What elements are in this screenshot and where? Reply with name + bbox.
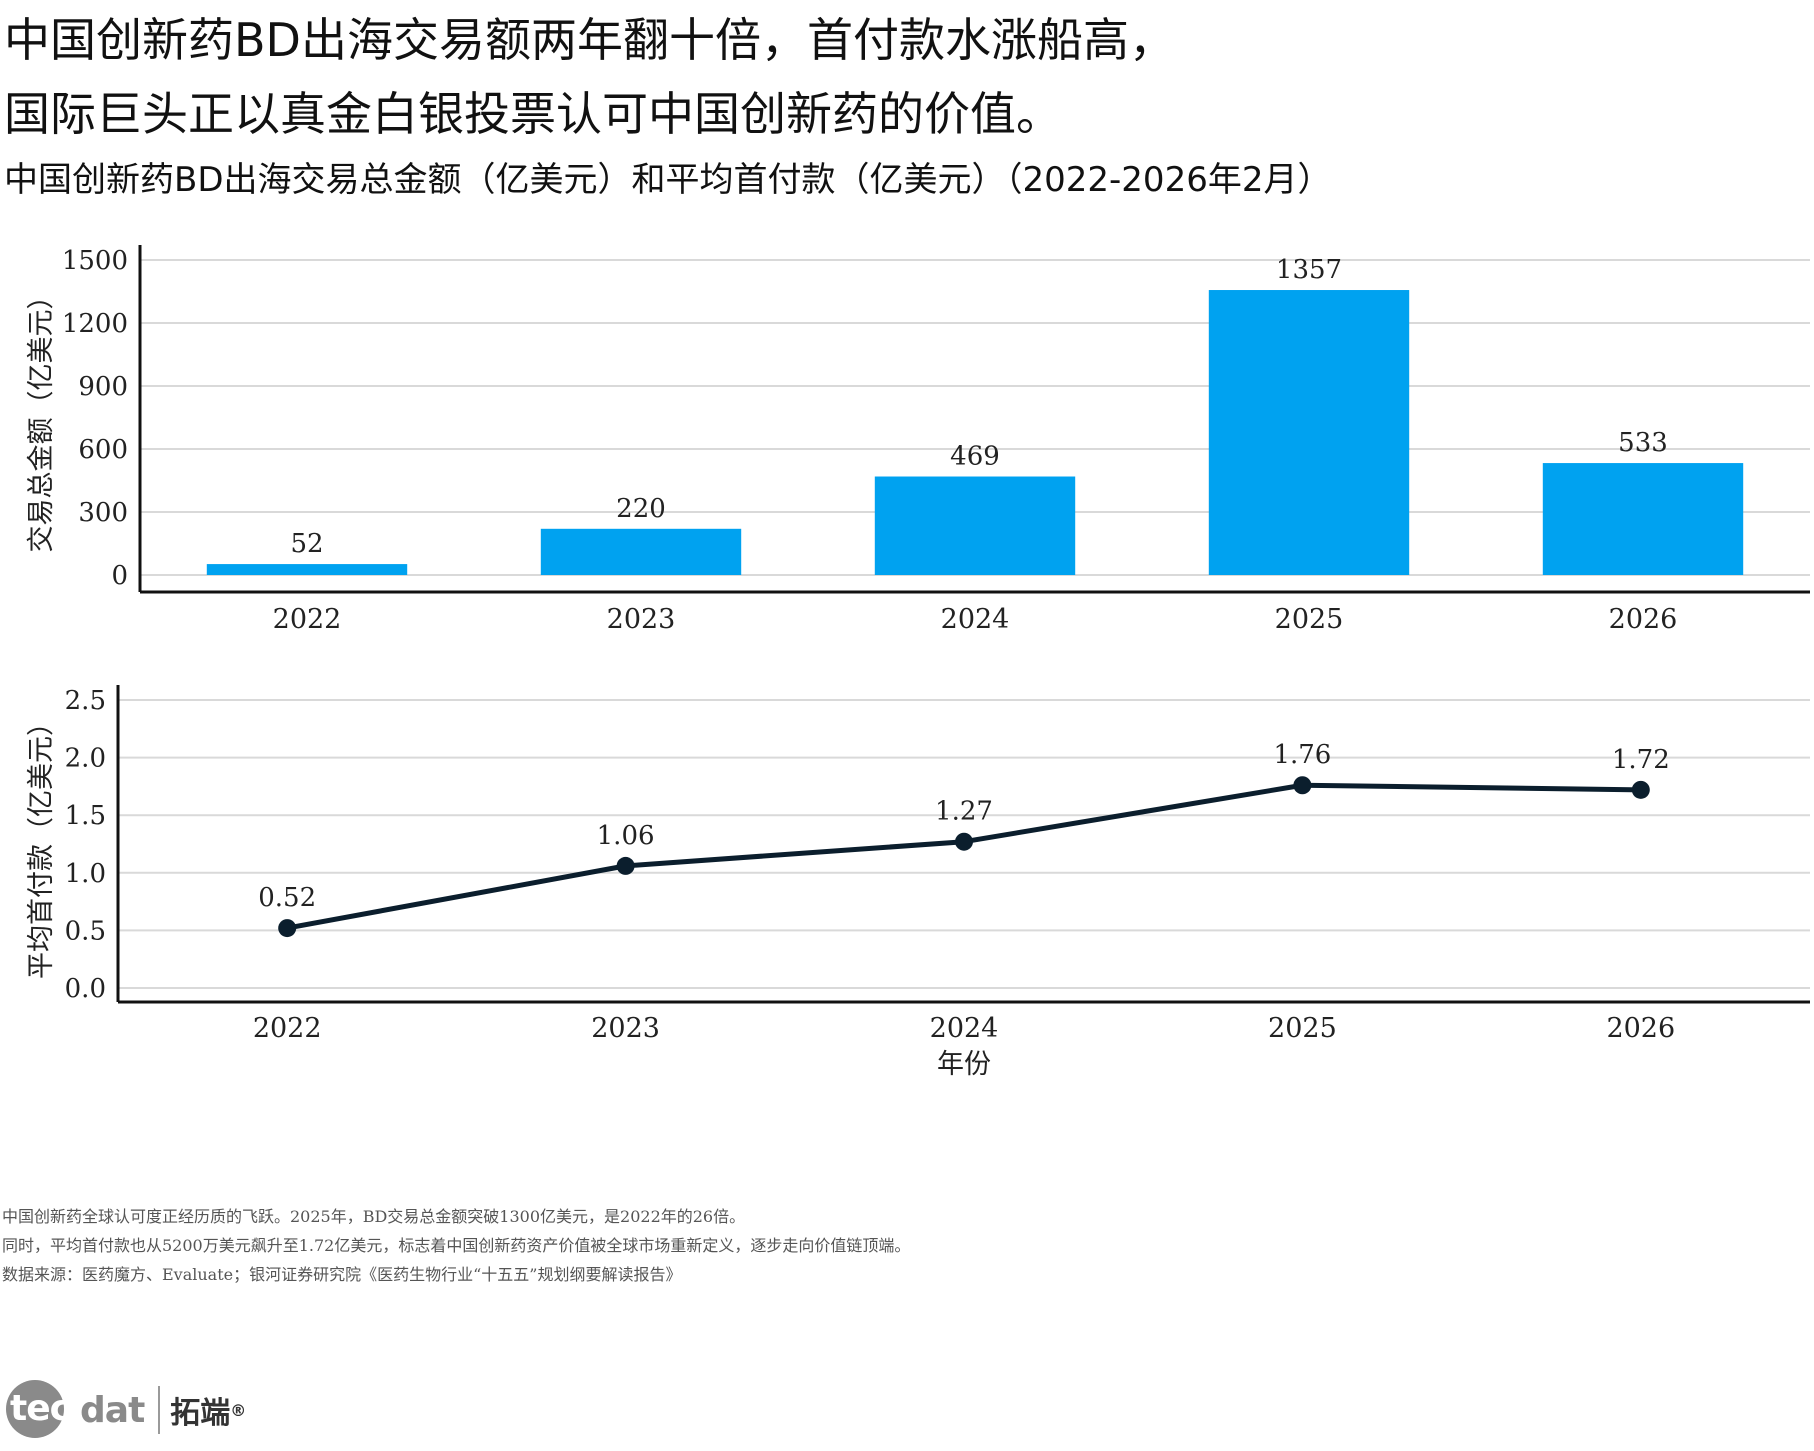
y-tick-label: 0.0 xyxy=(65,974,106,1004)
footnote-line: 同时，平均首付款也从5200万美元飙升至1.72亿美元，标志着中国创新药资产价值… xyxy=(2,1236,911,1255)
point-value-label: 1.76 xyxy=(1273,740,1331,770)
tecdat-logo: tec dat 拓端 ® xyxy=(6,1380,246,1440)
line-chart-upfront-payment: 0.0 0.5 1.0 1.5 2.0 2.5 0.52 2022 1.06 2023 1.27 20… xyxy=(26,685,1810,1080)
x-tick-label: 2025 xyxy=(1275,604,1344,635)
y-tick-label: 900 xyxy=(78,372,128,402)
data-point xyxy=(1631,780,1650,799)
y-tick-label: 600 xyxy=(78,435,128,465)
footnotes: 中国创新药全球认可度正经历质的飞跃。2025年，BD交易总金额突破1300亿美元… xyxy=(2,1202,910,1289)
logo-chinese-name: 拓端 xyxy=(170,1396,231,1431)
y-axis-title: 交易总金额（亿美元） xyxy=(26,283,57,553)
chart-subtitle: 中国创新药BD出海交易总金额（亿美元）和平均首付款（亿美元）（2022-2026… xyxy=(4,160,1332,200)
bar-value-label: 533 xyxy=(1618,428,1668,458)
bar xyxy=(1208,290,1410,575)
y-tick-label: 1200 xyxy=(62,309,128,339)
bar-value-label: 1357 xyxy=(1276,255,1342,285)
bar-value-label: 220 xyxy=(616,494,666,524)
logo-word-tec: tec xyxy=(10,1388,71,1429)
x-tick-label: 2026 xyxy=(1609,604,1678,635)
logo-divider xyxy=(158,1386,161,1434)
logo-word-dat: dat xyxy=(80,1389,145,1431)
headline-line-1: 中国创新药BD出海交易额两年翻十倍，首付款水涨船高， xyxy=(4,13,1175,67)
bar xyxy=(206,564,408,575)
point-value-label: 1.72 xyxy=(1612,745,1670,775)
bar-chart-deal-value: 0 300 600 900 1200 1500 52 2022 220 2023 469 2024 13… xyxy=(26,245,1810,635)
y-axis-title: 平均首付款（亿美元） xyxy=(26,709,57,979)
logo-circle xyxy=(6,1380,64,1438)
data-point xyxy=(278,919,297,938)
y-tick-label: 0 xyxy=(111,561,128,591)
x-tick-label: 2023 xyxy=(591,1013,660,1044)
x-tick-label: 2024 xyxy=(930,1013,999,1044)
y-tick-label: 0.5 xyxy=(65,916,106,946)
bar-value-label: 469 xyxy=(950,442,1000,472)
bar-value-label: 52 xyxy=(290,529,323,559)
data-point xyxy=(1293,776,1312,795)
point-value-label: 0.52 xyxy=(258,883,316,913)
logo-badge: tec xyxy=(6,1380,78,1440)
x-tick-label: 2022 xyxy=(253,1013,322,1044)
bar xyxy=(540,528,742,575)
point-value-label: 1.27 xyxy=(935,797,993,827)
bar xyxy=(1542,463,1744,575)
y-tick-label: 1.0 xyxy=(65,859,106,889)
footnote-source: 数据来源：医药魔方、Evaluate；银河证券研究院《医药生物行业“十五五”规划… xyxy=(2,1265,682,1284)
headline-line-2: 国际巨头正以真金白银投票认可中国创新药的价值。 xyxy=(4,87,1062,141)
x-tick-label: 2024 xyxy=(941,604,1010,635)
y-tick-label: 2.0 xyxy=(65,744,106,774)
logo-registered-mark: ® xyxy=(230,1400,247,1420)
y-tick-label: 300 xyxy=(78,498,128,528)
x-axis-title: 年份 xyxy=(937,1049,991,1080)
x-tick-label: 2022 xyxy=(273,604,342,635)
y-tick-label: 2.5 xyxy=(65,686,106,716)
data-point xyxy=(616,856,635,875)
data-point xyxy=(955,832,973,851)
x-tick-label: 2023 xyxy=(607,604,676,635)
y-tick-label: 1500 xyxy=(62,246,128,276)
point-value-label: 1.06 xyxy=(597,821,655,851)
x-tick-label: 2026 xyxy=(1606,1013,1675,1044)
y-tick-label: 1.5 xyxy=(65,801,106,831)
x-tick-label: 2025 xyxy=(1268,1013,1337,1044)
footnote-line: 中国创新药全球认可度正经历质的飞跃。2025年，BD交易总金额突破1300亿美元… xyxy=(2,1207,746,1226)
bar xyxy=(874,476,1076,575)
